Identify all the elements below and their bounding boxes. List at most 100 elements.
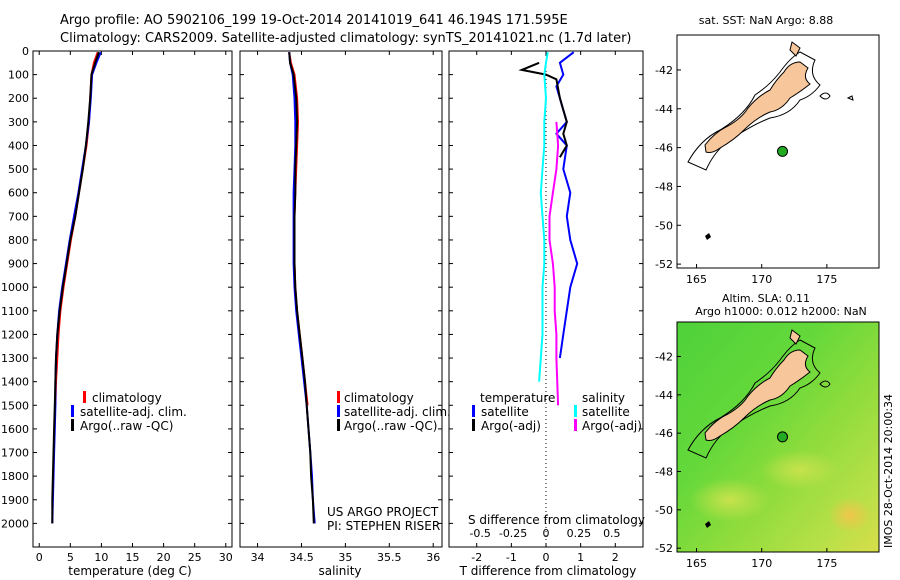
series-line (538, 52, 549, 382)
sst-map-ticks: 165 170 175 -42 -44 -46 -48 -50 -52 (655, 64, 837, 286)
x-tick-label: 35 (338, 551, 352, 564)
difference-legend: temperature salinity satellite Argo(-adj… (468, 391, 645, 527)
legend-swatch-argo (71, 419, 74, 431)
legend-title-salinity: salinity (582, 391, 625, 405)
y-tick-label: 1900 (1, 494, 29, 507)
y-tick-label: 1500 (1, 399, 29, 412)
x-tick-label: 34.5 (289, 551, 314, 564)
legend-label: Argo(..raw -QC) (344, 419, 437, 433)
series-line (288, 52, 315, 524)
y-tick-label: 1600 (1, 423, 29, 436)
x-tick-label: 1 (577, 551, 584, 564)
difference-xlabel: T difference from climatology (459, 564, 637, 578)
map-y-tick-label: -48 (655, 466, 673, 479)
map-x-tick-label: 170 (751, 273, 772, 286)
s-diff-tick-label: 0.5 (603, 527, 621, 540)
s-diff-tick-label: 0 (543, 527, 550, 540)
legend-swatch-s-argo (574, 419, 577, 431)
legend-label: Argo(-adj) (582, 419, 642, 433)
y-tick-label: 1400 (1, 376, 29, 389)
legend-swatch-climatology (83, 391, 86, 403)
south-island-land (704, 61, 811, 153)
legend-label: Argo(..raw -QC) (80, 419, 173, 433)
sla-map: 165 170 175 -42 -44 -46 -48 -50 -52 (655, 321, 880, 571)
x-tick-label: 36 (426, 551, 440, 564)
legend-swatch-t-satellite (472, 405, 475, 417)
x-tick-label: 20 (157, 551, 171, 564)
temperature-panel: 0100200300400500600700800900100011001200… (1, 45, 233, 564)
y-tick-label: 300 (8, 116, 29, 129)
sla-anomaly-patch (690, 478, 770, 522)
chatham-contour (819, 380, 831, 388)
chatham-contour (819, 92, 831, 100)
x-tick-label: 25 (188, 551, 202, 564)
x-tick-label: 35.5 (377, 551, 402, 564)
temperature-legend: climatology satellite-adj. clim. Argo(..… (71, 391, 187, 433)
difference-panel: -2 -1 0 1 2 -0.5 -0.25 0 0.25 0.5 (448, 50, 644, 564)
map-x-tick-label: 175 (816, 273, 837, 286)
sla-map-title-2: Argo h1000: 0.012 h2000: NaN (695, 305, 867, 318)
salinity-xlabel: salinity (318, 564, 361, 578)
x-tick-label: 15 (126, 551, 140, 564)
map-y-tick-label: -42 (655, 351, 673, 364)
map-x-tick-label: 170 (751, 557, 772, 570)
legend-swatch-t-argo (472, 419, 475, 431)
map-y-tick-label: -50 (655, 504, 673, 517)
y-tick-label: 400 (8, 139, 29, 152)
north-island-land (789, 329, 801, 345)
y-tick-label: 2000 (1, 517, 29, 530)
sst-bathymetry-contour (687, 51, 821, 171)
y-tick-label: 900 (8, 258, 29, 271)
s-difference-label: S difference from climatology (468, 513, 645, 527)
legend-label: climatology (92, 391, 162, 405)
y-tick-label: 100 (8, 69, 29, 82)
x-tick-label: -2 (471, 551, 482, 564)
map-y-tick-label: -44 (655, 103, 673, 116)
plot-frame (239, 50, 443, 548)
legend-title-temperature: temperature (480, 391, 555, 405)
y-tick-label: 500 (8, 163, 29, 176)
north-island-land (789, 41, 801, 57)
series-line (51, 51, 100, 524)
x-tick-label: 5 (67, 551, 74, 564)
sla-map-title-1: Altim. SLA: 0.11 (722, 292, 810, 305)
map-y-tick-label: -52 (655, 542, 673, 555)
map-y-tick-label: -52 (655, 258, 673, 271)
y-tick-label: 200 (8, 92, 29, 105)
y-tick-label: 1100 (1, 305, 29, 318)
y-tick-label: 1700 (1, 447, 29, 460)
x-tick-label: -1 (506, 551, 517, 564)
legend-swatch-satellite (337, 405, 340, 417)
legend-swatch-satellite (71, 405, 74, 417)
x-tick-label: 0 (543, 551, 550, 564)
sla-map-ticks: 165 170 175 -42 -44 -46 -48 -50 -52 (655, 351, 837, 571)
y-tick-label: 1200 (1, 328, 29, 341)
sst-map-title: sat. SST: NaN Argo: 8.88 (699, 14, 833, 27)
salinity-legend: climatology satellite-adj. clim. Argo(..… (327, 391, 451, 533)
header-line-2: Climatology: CARS2009. Satellite-adjuste… (60, 31, 632, 46)
stewart-island (705, 233, 711, 240)
legend-label: Argo(-adj) (481, 419, 541, 433)
salinity-panel: 34 34.5 35 35.5 36 (239, 50, 443, 564)
y-tick-label: 800 (8, 234, 29, 247)
y-tick-label: 1800 (1, 470, 29, 483)
header-line-1: Argo profile: AO 5902106_199 19-Oct-2014… (60, 13, 568, 28)
map-y-tick-label: -46 (655, 142, 673, 155)
s-diff-tick-label: -0.5 (469, 527, 490, 540)
y-tick-label: 1300 (1, 352, 29, 365)
pi-annotation: PI: STEPHEN RISER (327, 519, 440, 533)
legend-label: satellite-adj. clim. (80, 405, 187, 419)
legend-label: satellite (481, 405, 529, 419)
imos-stamp: IMOS 28-Oct-2014 20:00:34 (882, 394, 895, 548)
s-diff-tick-label: 0.25 (567, 527, 592, 540)
map-x-tick-label: 165 (686, 557, 707, 570)
x-tick-label: 2 (612, 551, 619, 564)
argo-float-marker (777, 431, 788, 443)
map-y-tick-label: -46 (655, 427, 673, 440)
legend-swatch-argo (337, 419, 340, 431)
y-tick-label: 700 (8, 210, 29, 223)
map-y-tick-label: -48 (655, 180, 673, 193)
temperature-xlabel: temperature (deg C) (68, 564, 191, 578)
legend-swatch-s-satellite (574, 405, 577, 417)
